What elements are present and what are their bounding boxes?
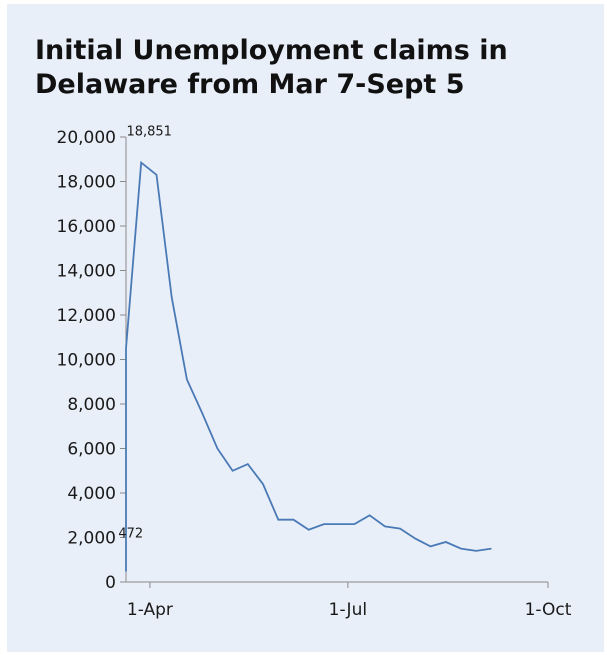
y-tick-label: 10,000 xyxy=(57,351,116,371)
y-tick-label: 0 xyxy=(105,573,116,593)
series-group xyxy=(125,160,492,572)
y-tick-label: 8,000 xyxy=(67,395,116,415)
y-axis: 0 2,000 4,000 6,000 8,000 10,000 12,000 14,000 1… xyxy=(57,128,127,593)
y-tick-label: 14,000 xyxy=(57,262,116,282)
y-tick-label: 4,000 xyxy=(67,484,116,504)
x-tick-label: 1-Apr xyxy=(127,600,173,620)
data-label: 472 xyxy=(118,526,143,541)
annotations: 18,851 472 xyxy=(118,125,172,542)
claims-line xyxy=(125,160,492,572)
x-tick-label: 1-Jul xyxy=(329,600,367,620)
x-axis: 1-Apr 1-Jul 1-Oct xyxy=(126,581,572,620)
y-tick-label: 20,000 xyxy=(57,128,116,148)
y-tick-label: 6,000 xyxy=(67,440,116,460)
data-label: 18,851 xyxy=(126,125,172,140)
y-tick-label: 16,000 xyxy=(57,217,116,237)
x-tick-label: 1-Oct xyxy=(525,600,572,620)
chart-title: Initial Unemployment claims in Delaware … xyxy=(35,35,508,100)
y-tick-label: 2,000 xyxy=(67,529,116,549)
y-tick-label: 18,000 xyxy=(57,173,116,193)
y-tick-label: 12,000 xyxy=(57,306,116,326)
chart-card xyxy=(7,4,604,652)
